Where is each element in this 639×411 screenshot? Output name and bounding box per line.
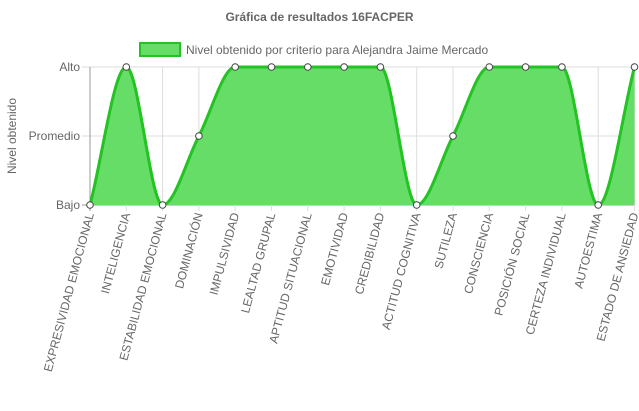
y-axis-label: Nivel obtenido xyxy=(5,98,19,174)
x-tick-label: SUTILEZA xyxy=(432,211,460,270)
data-point[interactable] xyxy=(86,201,94,209)
x-tick-label: ACTITUD COGNITIVA xyxy=(379,211,424,331)
data-point[interactable] xyxy=(304,63,312,71)
x-tick-labels: EXPRESIVIDAD EMOCIONAL INTELIGENCIAESTABI… xyxy=(41,211,639,374)
data-point[interactable] xyxy=(340,63,348,71)
x-tick-label: LEALTAD GRUPAL xyxy=(238,211,278,315)
data-point[interactable] xyxy=(122,63,131,71)
x-tick-label: POSICIÓN SOCIAL xyxy=(491,211,533,318)
data-point[interactable] xyxy=(412,201,421,209)
y-tick-label: Bajo xyxy=(56,198,80,212)
legend-swatch xyxy=(139,42,181,57)
data-point[interactable] xyxy=(558,63,566,71)
data-point[interactable] xyxy=(376,63,385,71)
x-tick-label: EMOTIVIDAD xyxy=(318,211,351,287)
data-point[interactable] xyxy=(158,201,167,209)
data-point[interactable] xyxy=(267,63,276,71)
legend-label: Nivel obtenido por criterio para Alejand… xyxy=(186,43,488,57)
data-point[interactable] xyxy=(195,132,203,140)
x-tick-label: AUTOESTIMA xyxy=(571,211,605,290)
x-tick-label: EXPRESIVIDAD EMOCIONAL xyxy=(41,211,97,373)
x-tick-label: CONSCIENCIA xyxy=(461,211,496,295)
x-tick-label: CREDIBILIDAD xyxy=(352,211,387,296)
x-tick-label: CERTEZA INDIVIDUAL xyxy=(523,211,569,336)
chart-title: Gráfica de resultados 16FACPER xyxy=(225,10,413,24)
x-tick-label: IMPULSIVIDAD xyxy=(207,211,243,297)
data-point[interactable] xyxy=(485,63,494,71)
data-point[interactable] xyxy=(594,201,603,209)
y-tick-labels: Bajo Promedio Alto xyxy=(29,60,81,212)
data-point[interactable] xyxy=(521,63,530,71)
data-points xyxy=(86,63,639,209)
data-point[interactable] xyxy=(449,132,457,140)
x-tick-label: INTELIGENCIA xyxy=(98,211,133,295)
series-fill xyxy=(90,67,635,205)
x-tick-label: DOMINACIÓN xyxy=(171,211,206,290)
y-tick-label: Promedio xyxy=(29,129,81,143)
data-point[interactable] xyxy=(630,63,639,71)
data-point[interactable] xyxy=(231,63,239,71)
legend[interactable]: Nivel obtenido por criterio para Alejand… xyxy=(139,42,488,57)
y-tick-label: Alto xyxy=(59,60,80,74)
